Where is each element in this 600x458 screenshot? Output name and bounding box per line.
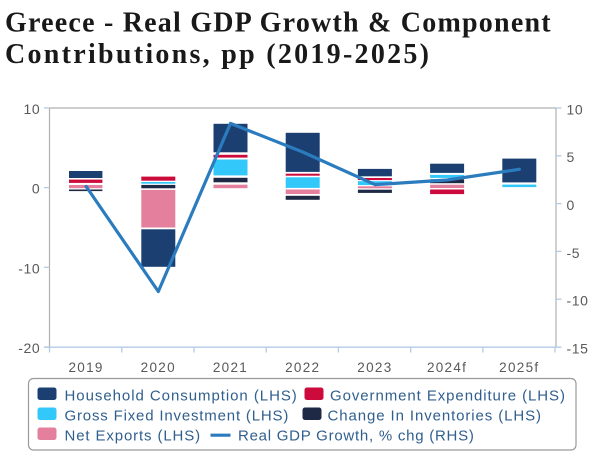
svg-text:2025f: 2025f	[499, 360, 539, 375]
svg-text:Real GDP Growth, % chg (RHS): Real GDP Growth, % chg (RHS)	[238, 428, 475, 445]
svg-text:2024f: 2024f	[427, 360, 467, 375]
svg-text:2019: 2019	[68, 360, 103, 375]
svg-text:2020: 2020	[141, 360, 176, 375]
svg-text:-20: -20	[18, 340, 40, 356]
svg-text:Household Consumption (LHS): Household Consumption (LHS)	[65, 388, 298, 405]
svg-text:-15: -15	[567, 340, 589, 356]
svg-text:Gross Fixed Investment (LHS): Gross Fixed Investment (LHS)	[65, 408, 290, 425]
svg-text:2021: 2021	[213, 360, 248, 375]
svg-text:Greece - Real GDP Growth & Com: Greece - Real GDP Growth & Component	[5, 8, 552, 39]
svg-text:10: 10	[567, 101, 584, 117]
svg-text:2023: 2023	[357, 360, 392, 375]
svg-text:Change In Inventories (LHS): Change In Inventories (LHS)	[328, 408, 542, 425]
svg-text:5: 5	[567, 149, 575, 165]
svg-text:-10: -10	[18, 260, 40, 276]
svg-text:-5: -5	[567, 245, 581, 261]
svg-text:10: 10	[24, 101, 41, 117]
svg-text:Net Exports (LHS): Net Exports (LHS)	[65, 428, 202, 445]
svg-text:Contributions, pp (2019-2025): Contributions, pp (2019-2025)	[5, 39, 431, 70]
svg-text:0: 0	[567, 197, 575, 213]
svg-text:0: 0	[32, 181, 40, 197]
svg-text:2022: 2022	[285, 360, 320, 375]
svg-text:Government Expenditure (LHS): Government Expenditure (LHS)	[330, 388, 566, 405]
svg-text:-10: -10	[567, 293, 589, 309]
